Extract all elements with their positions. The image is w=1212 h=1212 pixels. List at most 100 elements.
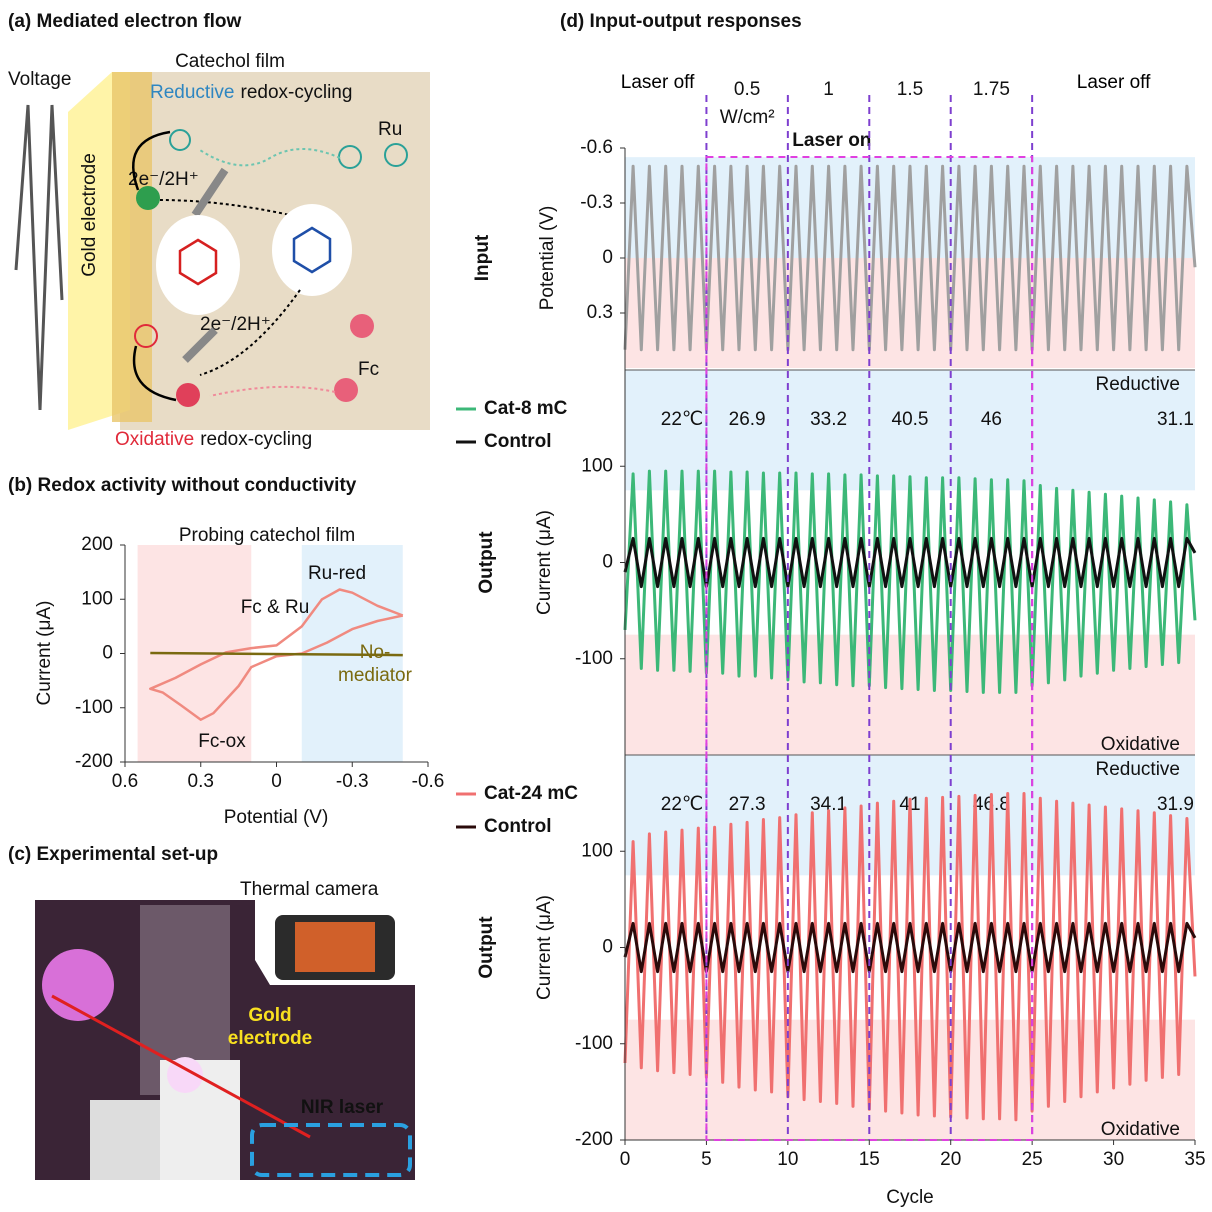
ru-diffusion <box>199 148 341 167</box>
reductive-word: Reductive <box>150 82 235 103</box>
series-label: Fc & Ru <box>241 597 310 618</box>
y-tick-label: 0 <box>602 937 613 958</box>
y-tick-label: 100 <box>81 588 113 609</box>
ru-reduced <box>136 186 160 210</box>
x-tick-label: 15 <box>859 1149 880 1170</box>
quinone-site <box>156 215 240 315</box>
annotation: Fc-ox <box>198 731 246 752</box>
y-tick-label: 0 <box>102 643 113 664</box>
region-label: Oxidative <box>1101 1119 1180 1140</box>
ru-mediator <box>384 143 408 167</box>
side-label: Input <box>472 234 493 281</box>
series-line <box>623 164 1197 352</box>
shade-oxidative <box>625 634 1195 755</box>
y-tick-label: 100 <box>581 455 613 476</box>
segment-label-box: Laser off <box>620 72 695 93</box>
ru-oxidized <box>169 129 191 151</box>
temperature-label: 34.1 <box>810 794 847 815</box>
series-label-box: No-mediator <box>338 642 412 686</box>
arrow <box>191 167 229 218</box>
series-line <box>149 588 404 721</box>
x-tick-label: 30 <box>1103 1149 1124 1170</box>
temperature-label: 27.3 <box>729 794 766 815</box>
y-axis-label: Current (μA) <box>34 601 55 706</box>
holder <box>90 1100 170 1180</box>
x-tick-label: 0.6 <box>112 771 138 792</box>
reflected-spot <box>42 949 114 1021</box>
laser-on-label: Laser on <box>792 130 871 151</box>
voltage-wave <box>14 104 64 411</box>
segment-label: 1 <box>823 79 834 100</box>
arrow <box>132 130 171 191</box>
x-tick-label: 0.3 <box>188 771 214 792</box>
segment-unit: W/cm² <box>720 107 775 128</box>
transfer-label: 2e⁻/2H⁺ <box>200 314 271 335</box>
temperature-label: 40.5 <box>892 409 929 430</box>
temperature-label: 33.2 <box>810 409 847 430</box>
fc-oxidized <box>176 383 200 407</box>
camera-screen <box>295 922 375 972</box>
x-tick-label: -0.6 <box>412 771 445 792</box>
fc-label: Fc <box>358 359 379 380</box>
laser-beam <box>51 994 311 1139</box>
fc-mediator <box>350 314 374 338</box>
x-tick-label: 10 <box>777 1149 798 1170</box>
arrow <box>199 289 301 376</box>
x-tick-label: -0.3 <box>336 771 369 792</box>
y-tick-label: 200 <box>81 534 113 555</box>
redox-word: redox-cycling <box>241 82 353 103</box>
panel-title: (a) Mediated electron flow <box>8 11 242 32</box>
panel-title: (b) Redox activity without conductivity <box>8 475 357 496</box>
fc-diffusion <box>209 385 336 397</box>
legend-label: Control <box>484 816 552 837</box>
series-line <box>623 792 1197 1122</box>
series-line <box>623 536 1197 589</box>
catechol-site <box>272 204 352 296</box>
temperature-label: 31.1 <box>1157 409 1194 430</box>
ru-label: Ru <box>378 119 402 140</box>
legend-label: Cat-8 mC <box>484 398 568 419</box>
reductive-caption: Reductive redox-cycling <box>150 82 352 103</box>
y-axis-label: Current (μA) <box>534 510 555 615</box>
segment-label: 0.5 <box>734 79 760 100</box>
side-label: Output <box>476 916 497 979</box>
series-line <box>623 921 1197 974</box>
series-line <box>623 469 1197 694</box>
electrode-side <box>112 72 152 422</box>
y-tick-label: 100 <box>581 840 613 861</box>
temperature-label: 46 <box>981 409 1002 430</box>
y-axis-label: Current (μA) <box>534 895 555 1000</box>
region-label: Oxidative <box>1101 734 1180 755</box>
oxidative-caption: Oxidative redox-cycling <box>115 429 312 450</box>
x-tick-label: 20 <box>940 1149 961 1170</box>
y-tick-label: 0.3 <box>587 302 613 323</box>
arrow <box>132 345 177 402</box>
legend-label: Cat-24 mC <box>484 783 578 804</box>
oxidative-word: Oxidative <box>115 429 194 450</box>
laser-label: NIR laser <box>301 1097 384 1118</box>
y-tick-label: -200 <box>75 751 113 772</box>
quinone <box>178 238 218 286</box>
side-label: Output <box>476 531 497 594</box>
fc-mediator <box>334 378 358 402</box>
y-tick-label: 0 <box>602 247 613 268</box>
x-tick-label: 25 <box>1022 1149 1043 1170</box>
series-label: No-mediator <box>338 642 412 686</box>
segment-label: 1.5 <box>897 79 923 100</box>
y-tick-label: -0.3 <box>580 192 613 213</box>
legend-label: Control <box>484 431 552 452</box>
segment-label: Laser off <box>620 72 695 93</box>
panel-title: (c) Experimental set-up <box>8 844 218 865</box>
segment-label-box: Laser off <box>1076 72 1151 93</box>
x-tick-label: 5 <box>701 1149 712 1170</box>
segment-label: Laser off <box>1076 72 1151 93</box>
temperature-label: 22℃ <box>661 794 703 815</box>
voltage-label: Voltage <box>8 69 71 90</box>
y-tick-label: -0.6 <box>580 137 613 158</box>
laser-box <box>250 1123 412 1177</box>
electrode-label-box: Gold electrode <box>227 1005 313 1049</box>
y-tick-label: 0 <box>602 552 613 573</box>
electrode-label: Gold electrode <box>227 1005 313 1049</box>
